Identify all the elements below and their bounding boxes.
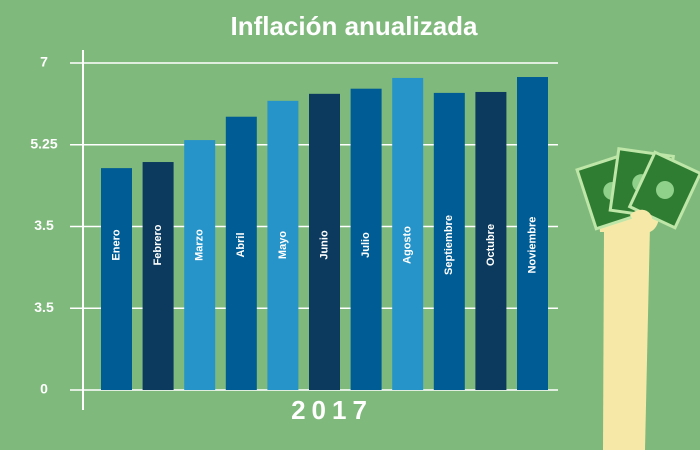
y-tick-label: 3.5 — [34, 299, 54, 315]
y-tick-label: 7 — [40, 54, 48, 70]
bar — [392, 77, 424, 390]
bar — [267, 100, 299, 391]
bar — [142, 162, 174, 390]
bar — [184, 140, 216, 390]
category-label: Febrero — [152, 224, 164, 265]
bar — [225, 116, 257, 390]
category-label: Octubre — [485, 224, 497, 266]
bar — [475, 91, 507, 390]
chart-title: Inflación anualizada — [230, 11, 478, 41]
category-label: Marzo — [194, 229, 206, 261]
y-tick-label: 3.5 — [34, 217, 54, 233]
hand-with-money — [575, 147, 700, 450]
bar — [517, 77, 548, 390]
category-label: Agosto — [402, 226, 414, 264]
bar — [101, 168, 132, 390]
category-label: Noviembre — [526, 217, 538, 274]
category-label: Septiembre — [443, 215, 455, 275]
category-label: Enero — [110, 229, 122, 260]
category-label: Abril — [235, 232, 247, 257]
y-tick-label: 0 — [40, 381, 48, 397]
category-label: Junio — [318, 230, 330, 260]
bar — [433, 92, 465, 390]
bar — [350, 88, 382, 390]
y-tick-label: 5.25 — [30, 135, 57, 151]
category-label: Mayo — [277, 231, 289, 259]
bar — [309, 93, 340, 391]
category-label: Julio — [360, 232, 372, 258]
x-axis-label: 2017 — [291, 395, 373, 425]
